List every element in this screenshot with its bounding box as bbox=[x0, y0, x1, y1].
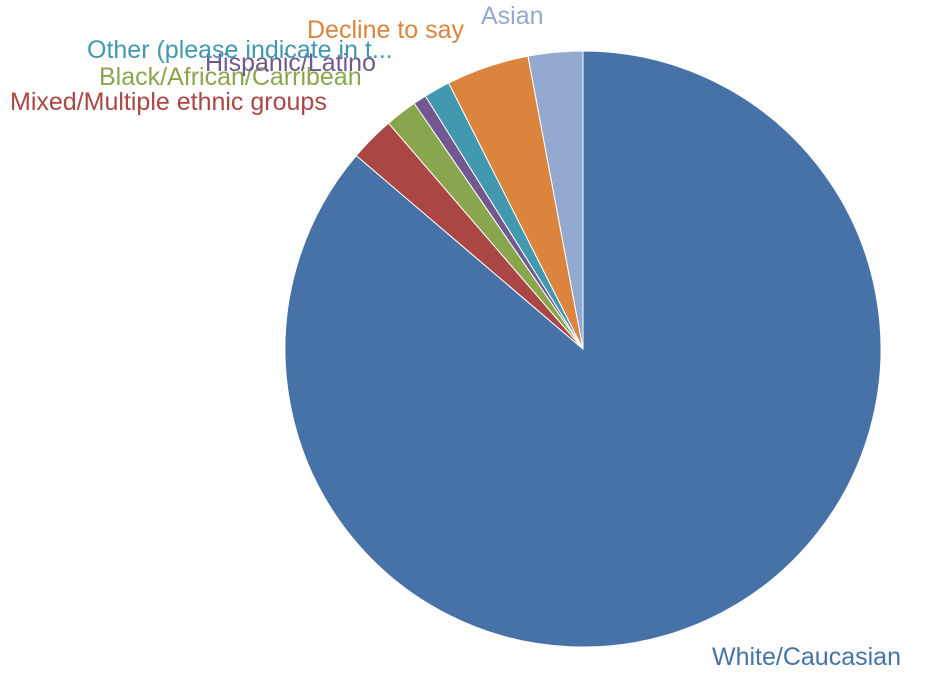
pie-labels: White/Caucasian Mixed/Multiple ethnic gr… bbox=[10, 2, 901, 671]
slice-label-other: Other (please indicate in t... bbox=[87, 36, 393, 64]
pie-slice-asian bbox=[527, 50, 584, 350]
slice-label-black-african-carribean: Black/African/Carribean bbox=[99, 63, 362, 91]
slice-label-mixed-multiple: Mixed/Multiple ethnic groups bbox=[10, 88, 327, 116]
slice-label-white-caucasian: White/Caucasian bbox=[712, 643, 901, 671]
slice-label-decline-to-say: Decline to say bbox=[307, 16, 465, 44]
pie-slices bbox=[284, 50, 882, 648]
slice-label-hispanic-latino: Hispanic/Latino bbox=[205, 49, 376, 77]
slice-label-asian: Asian bbox=[481, 2, 544, 30]
